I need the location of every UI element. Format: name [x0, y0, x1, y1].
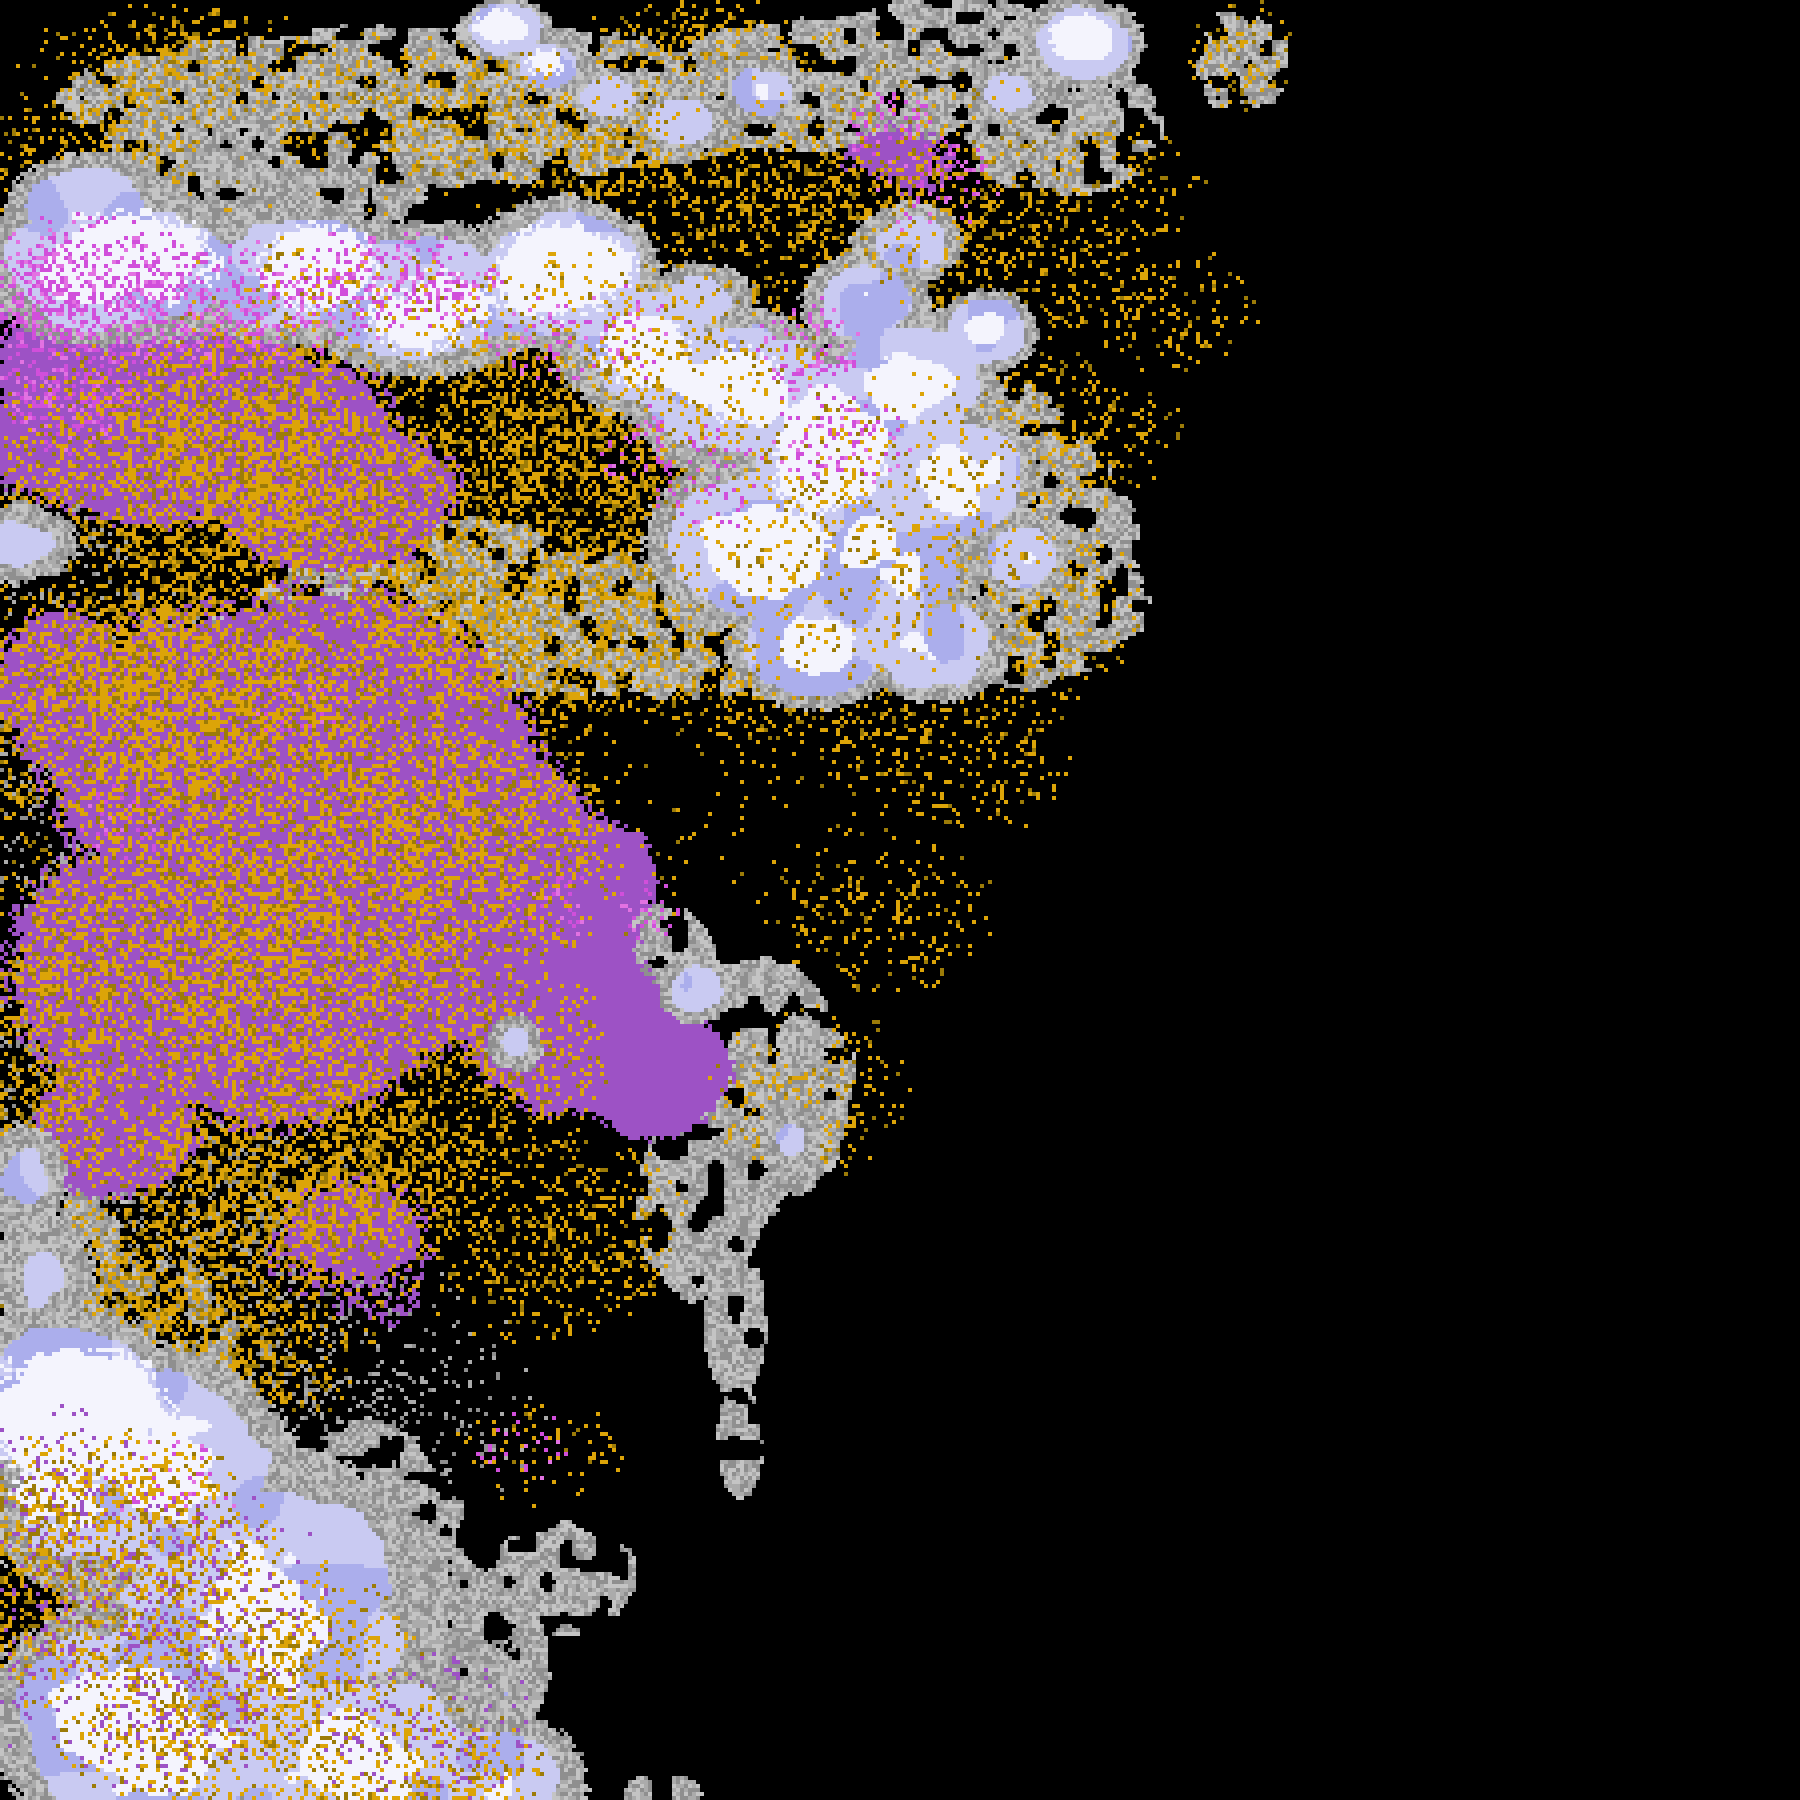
false-color-satellite-canvas [0, 0, 1800, 1800]
satellite-scene [0, 0, 1800, 1800]
